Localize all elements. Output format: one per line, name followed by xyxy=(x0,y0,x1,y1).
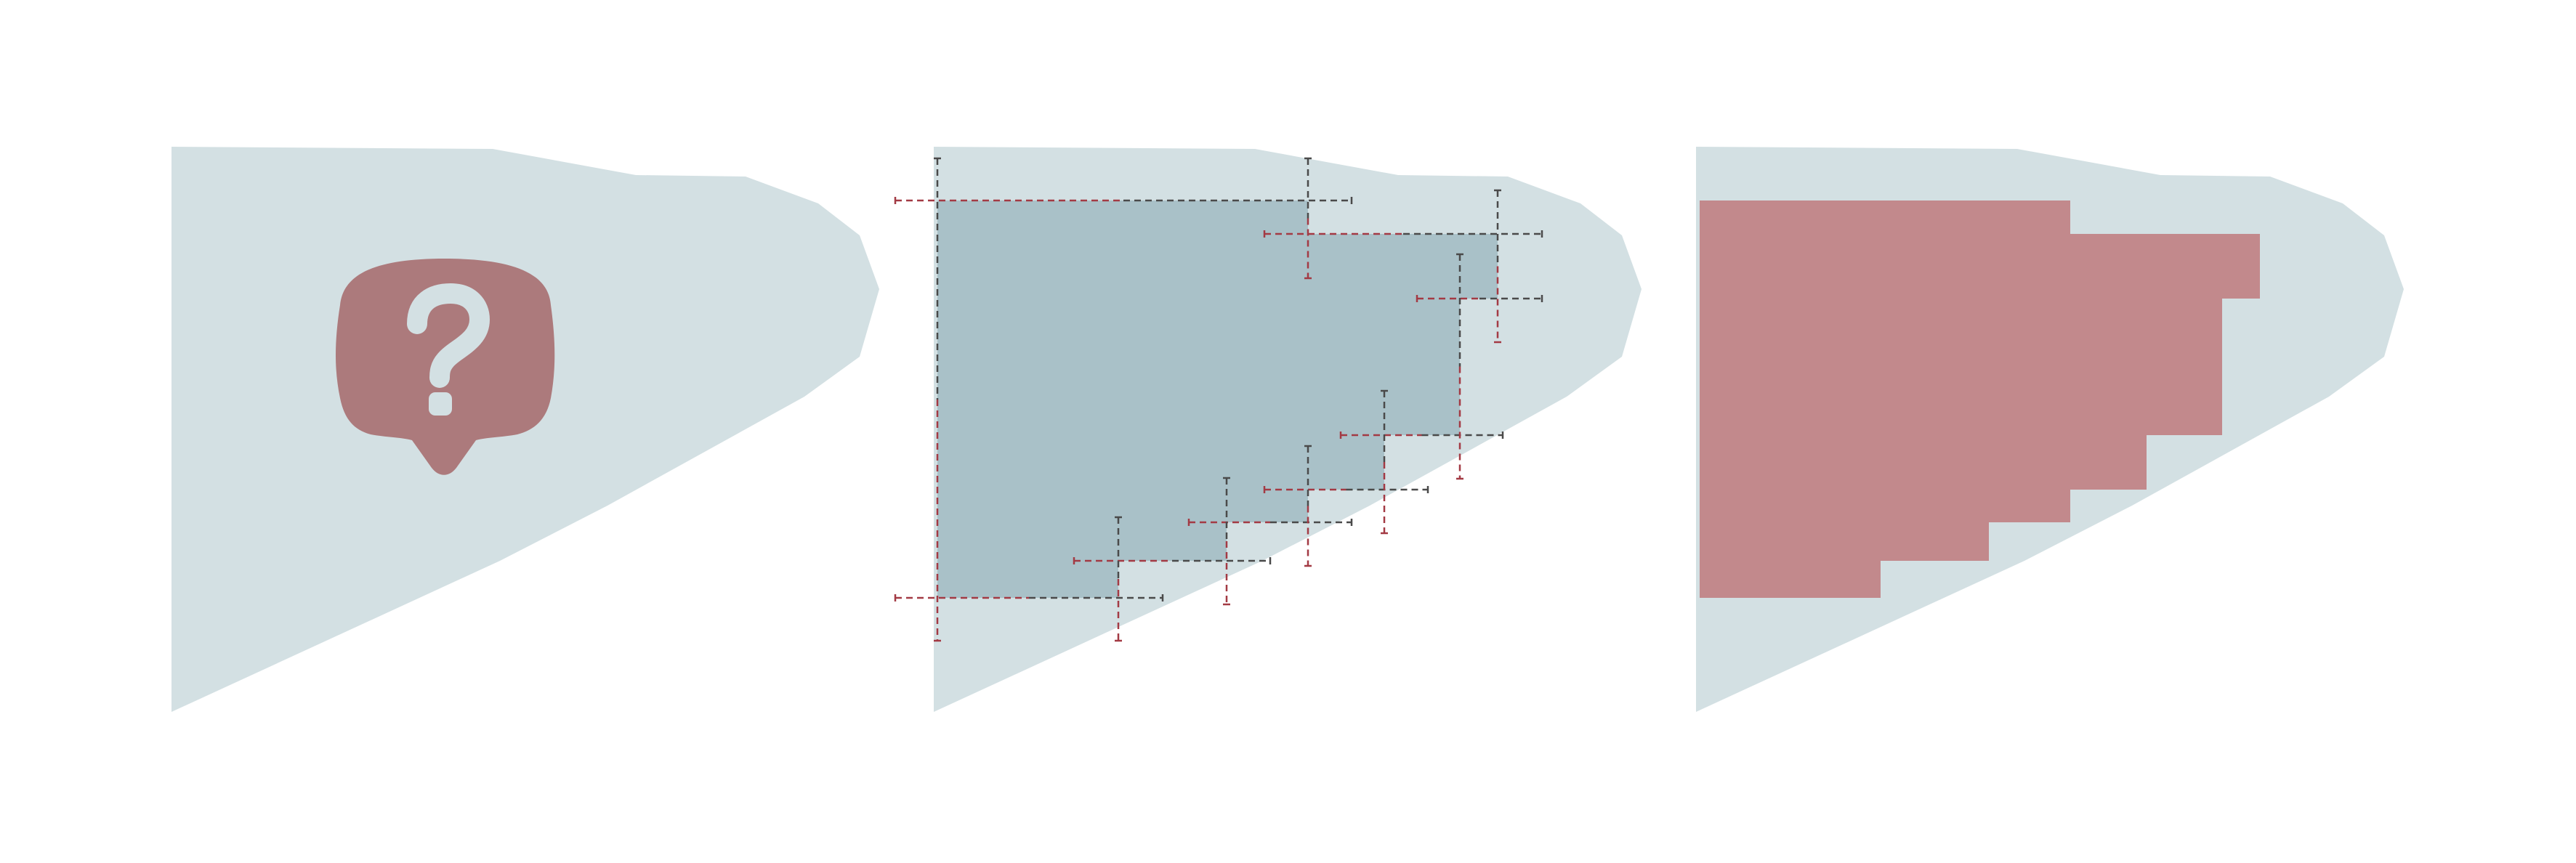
staircase-polygon xyxy=(1700,200,2260,598)
panel-unknown xyxy=(171,147,879,712)
panel-result xyxy=(1696,147,2404,712)
inscribed-staircase xyxy=(937,200,1498,598)
panel-construction xyxy=(895,147,1642,712)
